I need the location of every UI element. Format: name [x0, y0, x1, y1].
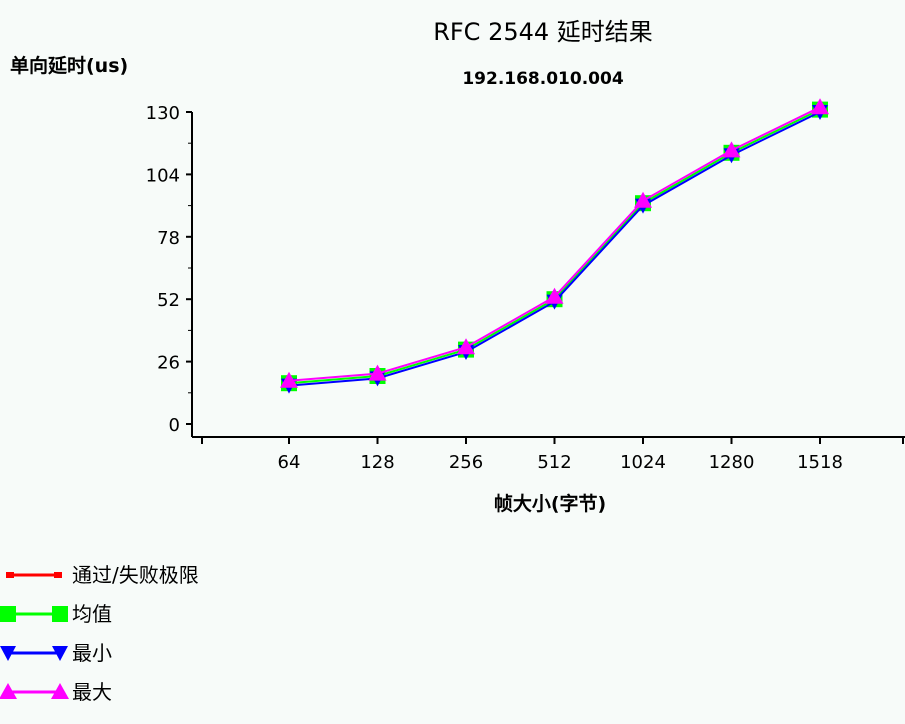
chart-subtitle: 192.168.010.004	[462, 69, 623, 89]
x-tick-label: 512	[537, 452, 571, 473]
legend-marker-right	[52, 646, 68, 661]
y-tick-label: 130	[146, 103, 180, 124]
legend-marker-left	[0, 683, 17, 699]
x-tick-label: 64	[278, 452, 301, 473]
data-point	[368, 364, 387, 381]
series-layer	[280, 98, 829, 394]
y-tick-label: 78	[157, 228, 180, 249]
legend-marker-right	[51, 683, 69, 699]
y-axis-title: 单向延时(us)	[10, 54, 128, 77]
chart-title: RFC 2544 延时结果	[433, 18, 653, 46]
y-tick-label: 0	[169, 415, 180, 436]
legend-label: 均值	[72, 602, 112, 626]
y-tick-label: 104	[146, 165, 180, 186]
legend-item: 均值	[0, 602, 112, 626]
data-point	[545, 287, 564, 304]
legend-label: 通过/失败极限	[72, 563, 199, 587]
legend-swatch-cap	[54, 572, 62, 578]
data-point	[722, 141, 741, 158]
data-point	[634, 191, 652, 208]
x-tick-label: 1518	[797, 452, 843, 473]
series-4	[280, 98, 829, 388]
series-line	[288, 111, 821, 387]
y-tick-label: 52	[157, 290, 180, 311]
legend-label: 最大	[72, 680, 112, 704]
x-axis-ticks: 64 128 256 512 1024 1280 1518	[201, 437, 904, 473]
legend-item: 通过/失败极限	[6, 563, 199, 587]
series-3	[281, 105, 828, 394]
x-tick-label: 256	[449, 452, 483, 473]
legend-item: 最大	[0, 680, 112, 704]
data-point	[280, 371, 298, 388]
x-axis-title: 帧大小(字节)	[494, 492, 606, 515]
y-tick-label: 26	[157, 353, 180, 374]
x-tick-label: 1024	[620, 452, 666, 473]
series-2	[281, 101, 828, 392]
legend-label: 最小	[72, 641, 112, 665]
legend-item: 最小	[0, 641, 112, 665]
data-point	[457, 338, 475, 355]
x-tick-label: 1280	[709, 452, 755, 473]
x-tick-label: 128	[360, 452, 394, 473]
legend-marker-left	[0, 606, 16, 622]
legend-marker-left	[0, 646, 16, 661]
legend-marker-right	[52, 606, 68, 622]
y-axis-ticks: 0 26 52 78 104 130	[146, 103, 192, 436]
data-point	[811, 98, 829, 115]
legend-swatch-cap	[6, 572, 14, 578]
